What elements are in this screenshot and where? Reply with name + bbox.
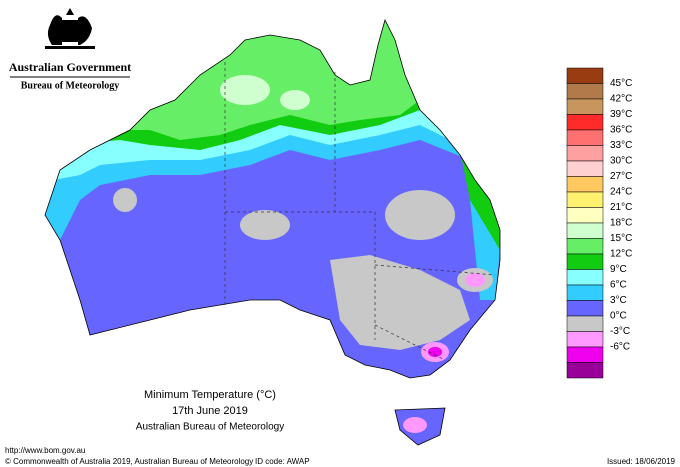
legend-swatch bbox=[566, 83, 604, 100]
legend-swatch bbox=[566, 145, 604, 162]
legend-label: 39°C bbox=[610, 109, 632, 120]
legend-swatch bbox=[566, 191, 604, 208]
legend-label: 6°C bbox=[610, 280, 627, 291]
legend-label: 27°C bbox=[610, 171, 632, 182]
url: http://www.bom.gov.au bbox=[5, 446, 85, 455]
legend-label: 18°C bbox=[610, 218, 632, 229]
map-source: Australian Bureau of Meteorology bbox=[136, 422, 284, 433]
legend-swatch bbox=[566, 362, 604, 379]
id-code: ID code: AWAP bbox=[255, 457, 310, 466]
legend-swatch bbox=[566, 315, 604, 332]
coastline bbox=[44, 18, 501, 379]
copyright: © Commonwealth of Australia 2019, Austra… bbox=[5, 457, 253, 466]
legend-swatch bbox=[566, 222, 604, 239]
legend-label: -6°C bbox=[610, 342, 630, 353]
legend-swatch bbox=[566, 331, 604, 348]
state-borders bbox=[224, 62, 496, 361]
legend-label: 45°C bbox=[610, 78, 632, 89]
legend-swatch bbox=[566, 238, 604, 255]
legend-swatch bbox=[566, 114, 604, 131]
legend-swatch bbox=[566, 176, 604, 193]
legend-swatch bbox=[566, 300, 604, 317]
legend-label: 33°C bbox=[610, 140, 632, 151]
legend: 45°C 42°C 39°C 36°C 33°C 30°C 27°C 24°C 21°C 18°C… bbox=[566, 67, 632, 379]
logo-line2: Bureau of Meteorology bbox=[21, 80, 120, 91]
legend-swatch bbox=[566, 207, 604, 224]
issued: Issued: 18/06/2019 bbox=[607, 457, 676, 466]
legend-swatch bbox=[566, 129, 604, 146]
legend-label: 36°C bbox=[610, 125, 632, 136]
legend-swatch bbox=[566, 346, 604, 363]
map-date: 17th June 2019 bbox=[172, 405, 248, 417]
logo-line1: Australian Government bbox=[9, 60, 131, 74]
legend-label: 21°C bbox=[610, 202, 632, 213]
legend-label: 0°C bbox=[610, 311, 627, 322]
map-title: Minimum Temperature (°C) bbox=[144, 389, 276, 401]
legend-swatch bbox=[566, 160, 604, 177]
legend-swatch bbox=[566, 67, 604, 84]
legend-label: 3°C bbox=[610, 295, 627, 306]
legend-label: 24°C bbox=[610, 187, 632, 198]
legend-label: 12°C bbox=[610, 249, 632, 260]
legend-label: 9°C bbox=[610, 264, 627, 275]
legend-label: 15°C bbox=[610, 233, 632, 244]
legend-swatch bbox=[566, 253, 604, 270]
crest bbox=[45, 8, 95, 49]
legend-label: -3°C bbox=[610, 326, 630, 337]
legend-swatch bbox=[566, 284, 604, 301]
legend-label: 30°C bbox=[610, 156, 632, 167]
legend-swatch bbox=[566, 98, 604, 115]
tasmania bbox=[394, 407, 446, 446]
legend-label: 42°C bbox=[610, 94, 632, 105]
legend-swatch bbox=[566, 269, 604, 286]
